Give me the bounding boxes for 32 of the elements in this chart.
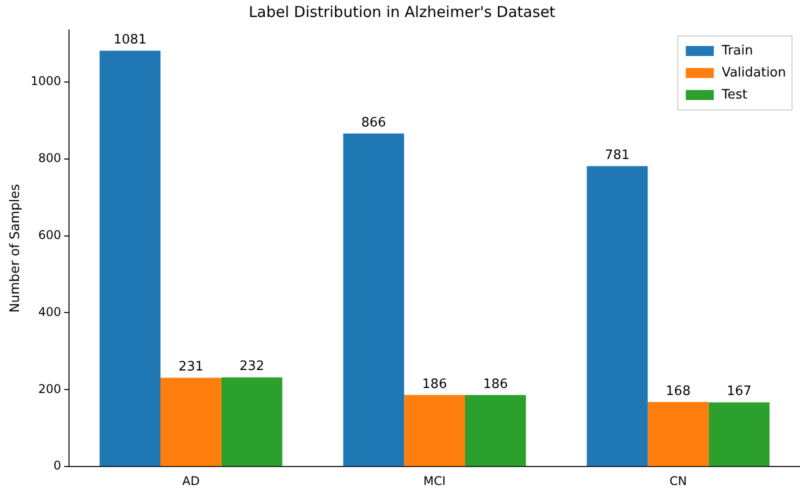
y-tick-label: 0	[54, 458, 62, 473]
y-tick-label: 800	[38, 150, 62, 165]
legend-label: Validation	[722, 65, 786, 80]
y-tick-label: 400	[38, 304, 62, 319]
y-tick-label: 600	[38, 228, 62, 242]
bar	[343, 133, 404, 466]
chart-title: Label Distribution in Alzheimer's Dataset	[248, 2, 556, 21]
bar	[648, 402, 709, 466]
data-label: 231	[178, 360, 204, 375]
data-label: 866	[361, 115, 386, 130]
bar	[221, 377, 282, 466]
legend-label: Test	[720, 87, 748, 102]
legend-label: Train	[720, 43, 754, 58]
data-label: 168	[666, 384, 691, 399]
bar	[100, 50, 160, 466]
bar	[160, 378, 222, 466]
data-label: 232	[239, 359, 264, 374]
data-label: 186	[483, 376, 508, 392]
data-label: 1081	[113, 32, 147, 48]
data-label: 781	[604, 148, 630, 164]
data-label: 167	[726, 384, 752, 400]
data-label: 186	[422, 376, 447, 392]
x-tick-label: AD	[182, 474, 200, 488]
bar	[708, 402, 770, 466]
bar	[465, 395, 526, 466]
x-tick-label: CN	[670, 474, 687, 488]
x-tick-label: MCI	[423, 474, 446, 488]
bar	[404, 395, 466, 466]
y-tick-label: 200	[38, 382, 62, 396]
y-axis-title: Number of Samples	[8, 184, 24, 313]
bar	[586, 166, 648, 466]
y-tick-label: 1000	[30, 74, 62, 88]
